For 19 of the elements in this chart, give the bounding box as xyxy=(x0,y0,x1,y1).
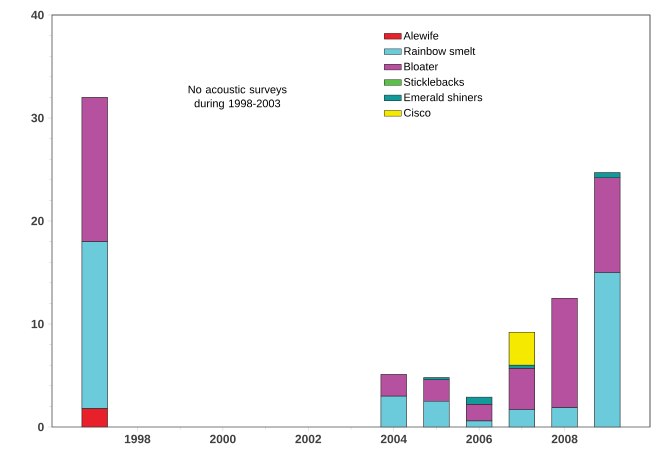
annotation: No acoustic surveys during 1998-2003 xyxy=(188,85,287,110)
x-tick-label: 2006 xyxy=(466,434,492,444)
x-tick-label: 2008 xyxy=(552,434,578,444)
y-tick-label: 30 xyxy=(31,114,44,122)
legend-label: Alewife xyxy=(404,32,438,40)
legend-label: Sticklebacks xyxy=(404,78,464,86)
y-tick-label: 20 xyxy=(31,216,44,226)
x-tick-label: 2000 xyxy=(210,434,236,444)
legend-label: Bloater xyxy=(404,62,438,70)
y-tick-label: 10 xyxy=(32,320,44,328)
legend-label: Rainbow smelt xyxy=(404,46,476,56)
y-tick-label: 40 xyxy=(31,10,44,20)
bar xyxy=(508,332,535,366)
y-tick-label: 0 xyxy=(38,422,44,432)
x-tick-label: 2002 xyxy=(295,434,322,444)
legend-label: Emerald shiners xyxy=(404,93,482,102)
legend-label: Cisco xyxy=(404,108,430,117)
x-tick-label: 1998 xyxy=(124,434,150,444)
x-tick-label: 2004 xyxy=(380,434,407,444)
